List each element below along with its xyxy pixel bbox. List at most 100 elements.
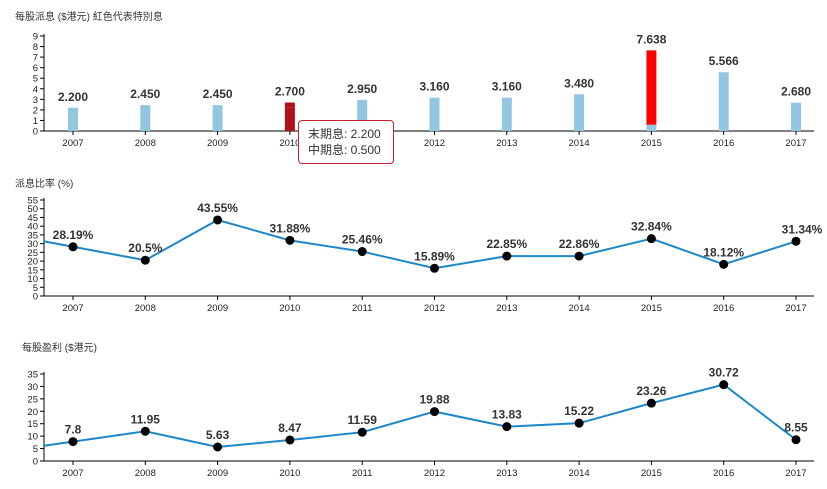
data-point xyxy=(213,215,223,225)
chart0-y-tick-label: 2 xyxy=(33,105,38,116)
chart0-x-tick-label: 2009 xyxy=(207,138,228,149)
chart0-y-tick-label: 4 xyxy=(33,84,38,95)
chart1-y-tick-label: 40 xyxy=(27,222,38,233)
chart1-x-tick-label: 2016 xyxy=(713,303,734,314)
series-line xyxy=(43,383,797,449)
chart1-x-tick-label: 2009 xyxy=(207,303,228,314)
data-point xyxy=(140,255,150,265)
point-data-label: 32.84% xyxy=(631,220,672,234)
chart1-y-tick-label: 10 xyxy=(27,274,38,285)
chart2-x-tick-label: 2014 xyxy=(569,468,590,479)
bar-regular-2009 xyxy=(212,105,223,131)
chart2-y-tick-label: 15 xyxy=(27,419,38,430)
chart2-x-tick-label: 2013 xyxy=(496,468,517,479)
chart0-y-tick-label: 6 xyxy=(33,63,38,74)
chart0-y-tick-label: 9 xyxy=(33,32,38,43)
point-data-label: 11.95 xyxy=(131,412,161,426)
chart0-y-tick-label: 1 xyxy=(33,116,38,127)
bar-data-label: 7.638 xyxy=(636,32,666,46)
chart1-y-tick-label: 25 xyxy=(27,248,38,259)
bar-regular-2015 xyxy=(646,124,657,131)
chart2-y-tick-label: 35 xyxy=(27,370,38,381)
bar-extra-2010 xyxy=(284,102,295,108)
chart0-x-tick-label: 2007 xyxy=(62,138,83,149)
point-data-label: 31.88% xyxy=(270,221,311,235)
chart1-x-tick-label: 2015 xyxy=(641,303,662,314)
chart1-y-tick-label: 20 xyxy=(27,257,38,268)
bar-regular-2008 xyxy=(140,105,151,131)
chart1-y-tick-label: 55 xyxy=(27,196,38,207)
data-point xyxy=(285,235,295,245)
chart0-y-tick-label: 8 xyxy=(33,42,38,53)
point-data-label: 13.83 xyxy=(492,408,522,422)
data-point xyxy=(574,251,584,261)
bar-data-label: 2.200 xyxy=(58,90,88,104)
chart2-y-tick-label: 10 xyxy=(27,432,38,443)
data-point xyxy=(140,426,150,436)
chart2-x-tick-label: 2017 xyxy=(785,468,806,479)
chart2-x-tick-label: 2008 xyxy=(135,468,156,479)
point-data-label: 8.55 xyxy=(784,421,808,435)
chart1-x-tick-label: 2008 xyxy=(135,303,156,314)
chart2-x-tick-label: 2010 xyxy=(279,468,300,479)
eps-chart-title: 每股盈利 ($港元) xyxy=(22,341,97,354)
bar-data-label: 2.950 xyxy=(347,82,377,96)
chart2-x-tick-label: 2015 xyxy=(641,468,662,479)
bar-data-label: 2.700 xyxy=(275,85,305,99)
data-point xyxy=(430,407,439,417)
point-data-label: 25.46% xyxy=(342,233,383,247)
chart1-y-tick-label: 45 xyxy=(27,213,38,224)
chart0-x-tick-label: 2013 xyxy=(496,138,517,149)
chart1-y-tick-label: 5 xyxy=(33,283,38,294)
bar-regular-2014 xyxy=(574,94,585,131)
bar-regular-2011 xyxy=(357,99,368,131)
bar-data-label: 2.680 xyxy=(781,85,811,99)
dps-bar-chart: 0123456789200720082009201020112012201320… xyxy=(33,32,814,149)
chart0-x-tick-label: 2012 xyxy=(424,138,445,149)
chart1-y-tick-label: 30 xyxy=(27,239,38,250)
bar-data-label: 2.450 xyxy=(203,87,233,101)
chart1-x-tick-label: 2012 xyxy=(424,303,445,314)
chart2-y-tick-label: 25 xyxy=(27,394,38,405)
data-point xyxy=(357,247,367,257)
bar-data-label: 3.480 xyxy=(564,76,594,90)
data-point xyxy=(502,422,512,432)
chart0-x-tick-label: 2014 xyxy=(569,138,590,149)
data-point xyxy=(574,418,584,428)
point-data-label: 23.26 xyxy=(636,384,666,398)
chart0-x-tick-label: 2015 xyxy=(641,138,662,149)
data-point xyxy=(430,263,439,273)
point-data-label: 22.86% xyxy=(559,237,600,251)
chart1-x-tick-label: 2013 xyxy=(496,303,517,314)
chart1-x-tick-label: 2014 xyxy=(569,303,590,314)
data-point xyxy=(68,437,78,447)
chart0-x-tick-label: 2017 xyxy=(785,138,806,149)
chart1-x-tick-label: 2010 xyxy=(279,303,300,314)
chart2-x-tick-label: 2011 xyxy=(352,468,372,479)
point-data-label: 15.22 xyxy=(564,404,594,418)
bar-extra-2015 xyxy=(646,50,657,125)
series-line xyxy=(43,218,797,270)
data-point xyxy=(502,251,512,261)
chart2-x-tick-label: 2016 xyxy=(713,468,734,479)
bar-regular-2012 xyxy=(429,97,440,131)
chart2-x-tick-label: 2009 xyxy=(207,468,228,479)
dividend-tooltip: 末期息: 2.200 中期息: 0.500 xyxy=(298,120,394,164)
chart0-x-tick-label: 2016 xyxy=(713,138,734,149)
chart2-y-tick-label: 20 xyxy=(27,407,38,418)
point-data-label: 31.34% xyxy=(782,222,823,236)
chart2-y-tick-label: 30 xyxy=(27,382,38,393)
chart1-y-tick-label: 35 xyxy=(27,230,38,241)
chart0-y-tick-label: 7 xyxy=(33,53,38,64)
chart0-y-tick-label: 3 xyxy=(33,95,38,106)
chart2-y-tick-label: 0 xyxy=(33,457,38,468)
data-point xyxy=(68,242,78,252)
point-data-label: 7.8 xyxy=(65,423,82,437)
chart0-y-tick-label: 5 xyxy=(33,74,38,85)
chart1-x-tick-label: 2007 xyxy=(62,303,83,314)
bar-regular-2007 xyxy=(68,107,78,131)
chart1-y-tick-label: 15 xyxy=(27,265,38,276)
bar-regular-2013 xyxy=(501,97,512,131)
